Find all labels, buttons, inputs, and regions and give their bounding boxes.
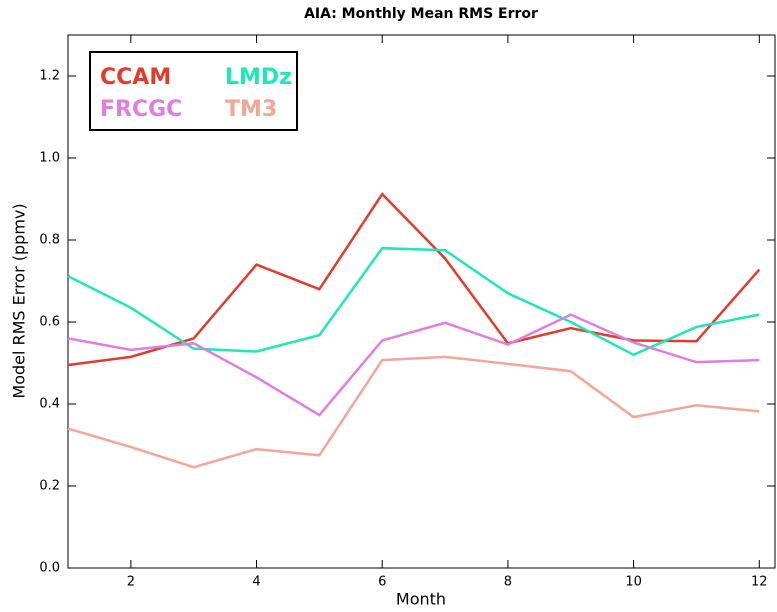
x-tick-label: 12 bbox=[751, 575, 768, 590]
x-tick-label: 10 bbox=[625, 575, 642, 590]
legend-label: LMDz bbox=[225, 65, 292, 90]
plot-frame bbox=[67, 34, 776, 569]
y-tick-label: 1.2 bbox=[39, 69, 60, 84]
y-tick-label: 0.2 bbox=[39, 479, 60, 494]
x-axis-label: Month bbox=[396, 590, 446, 609]
y-axis-label: Model RMS Error (ppmv) bbox=[10, 203, 29, 398]
x-tick-label: 8 bbox=[504, 575, 512, 590]
x-tick-label: 4 bbox=[252, 575, 260, 590]
data-line bbox=[67, 355, 760, 469]
data-line bbox=[67, 192, 761, 367]
x-tick-label: 6 bbox=[378, 575, 386, 590]
y-tick-label: 0.8 bbox=[39, 233, 60, 248]
data-line bbox=[67, 313, 760, 417]
y-tick-label: 0.0 bbox=[39, 561, 60, 576]
legend-box bbox=[89, 51, 298, 131]
legend-label: FRCGC bbox=[100, 97, 182, 122]
x-tick-label: 2 bbox=[127, 575, 135, 590]
chart-title: AIA: Monthly Mean RMS Error bbox=[304, 6, 538, 22]
y-tick-label: 0.6 bbox=[39, 315, 60, 330]
y-tick-label: 1.0 bbox=[39, 151, 60, 166]
data-line bbox=[67, 246, 760, 357]
legend-label: TM3 bbox=[225, 97, 277, 122]
y-tick-label: 0.4 bbox=[39, 397, 60, 412]
legend-label: CCAM bbox=[100, 65, 171, 90]
